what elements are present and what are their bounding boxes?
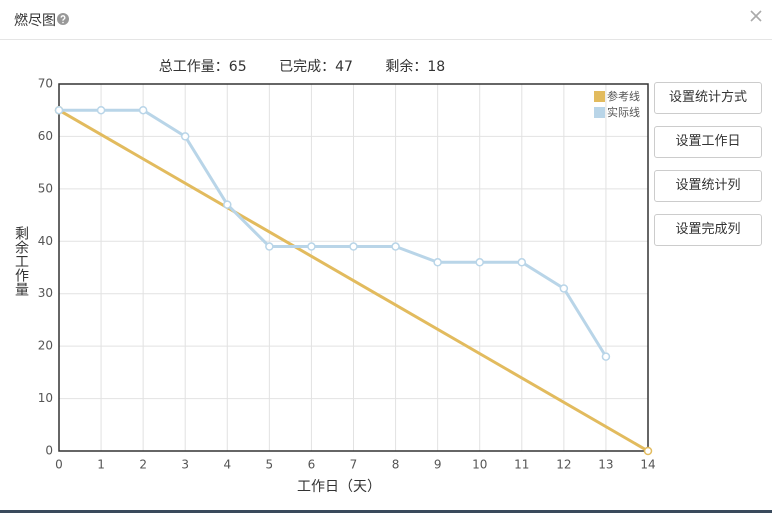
point — [307, 242, 316, 251]
x-tick-label: 6 — [308, 458, 316, 472]
y-tick-label: 50 — [38, 181, 53, 195]
x-tick-label: 0 — [55, 458, 63, 472]
button[interactable]: 设置统计列 — [654, 170, 762, 202]
y-tick-label: 60 — [38, 129, 53, 143]
close-button[interactable] — [750, 10, 762, 22]
summary-label: 已完成： — [279, 59, 336, 75]
x-tick-label: 13 — [598, 458, 613, 472]
y-tick-label: 40 — [38, 234, 53, 248]
y-tick-label: 10 — [38, 391, 53, 405]
x-tick-label: 10 — [472, 458, 487, 472]
summary-item: 剩余：18 — [385, 59, 445, 75]
y-tick-label: 0 — [45, 444, 53, 458]
point — [349, 242, 358, 251]
y-tick-label: 30 — [38, 286, 53, 300]
x-tick-label: 8 — [392, 458, 400, 472]
summary-label: 总工作量： — [158, 59, 229, 75]
point — [54, 105, 64, 115]
point — [517, 258, 527, 267]
point — [433, 258, 442, 267]
header: 燃尽图 — [0, 0, 772, 40]
help-icon[interactable] — [57, 13, 69, 25]
x-tick-label: 12 — [556, 458, 571, 472]
x-tick-label: 4 — [223, 458, 231, 472]
point — [601, 352, 611, 361]
summary-label: 剩余： — [385, 59, 428, 75]
button[interactable]: 设置工作日 — [654, 126, 762, 158]
y-tick-label: 70 — [38, 77, 53, 91]
x-tick-label: 3 — [181, 458, 189, 472]
point — [475, 258, 484, 267]
x-tick-label: 2 — [139, 458, 147, 472]
x-tick-label: 9 — [434, 458, 442, 472]
summary-item: 已完成：47 — [279, 59, 353, 75]
x-tick-label: 14 — [640, 458, 655, 472]
point — [643, 446, 653, 456]
plot-frame — [58, 83, 649, 452]
button[interactable]: 设置完成列 — [654, 214, 762, 246]
summary: 总工作量：65 已完成：47 剩余：18 — [0, 56, 604, 76]
point — [559, 284, 569, 293]
point — [391, 242, 400, 251]
point — [223, 200, 232, 209]
x-tick-label: 7 — [350, 458, 358, 472]
summary-value: 47 — [335, 59, 353, 75]
legend-label: 实际线 — [607, 105, 640, 119]
legend-swatch — [594, 107, 605, 118]
series-line — [59, 108, 608, 358]
y-tick-label: 20 — [38, 339, 53, 353]
summary-value: 65 — [228, 59, 247, 75]
point — [180, 132, 190, 141]
y-axis-label: 剩余工作量 — [13, 226, 29, 296]
point — [265, 242, 274, 251]
x-axis-label: 工作日（天） — [297, 479, 381, 495]
x-tick-label: 5 — [266, 458, 274, 472]
button[interactable]: 设置统计方式 — [654, 82, 762, 114]
x-tick-label: 1 — [97, 458, 105, 472]
series-line — [58, 108, 649, 453]
x-tick-label: 11 — [514, 458, 529, 472]
legend-swatch — [594, 91, 605, 102]
point — [96, 105, 106, 115]
legend-label: 参考线 — [607, 89, 640, 103]
summary-value: 18 — [427, 59, 446, 75]
point — [138, 105, 148, 115]
summary-item: 总工作量：65 — [159, 59, 247, 75]
dialog-title: 燃尽图 — [14, 13, 56, 29]
